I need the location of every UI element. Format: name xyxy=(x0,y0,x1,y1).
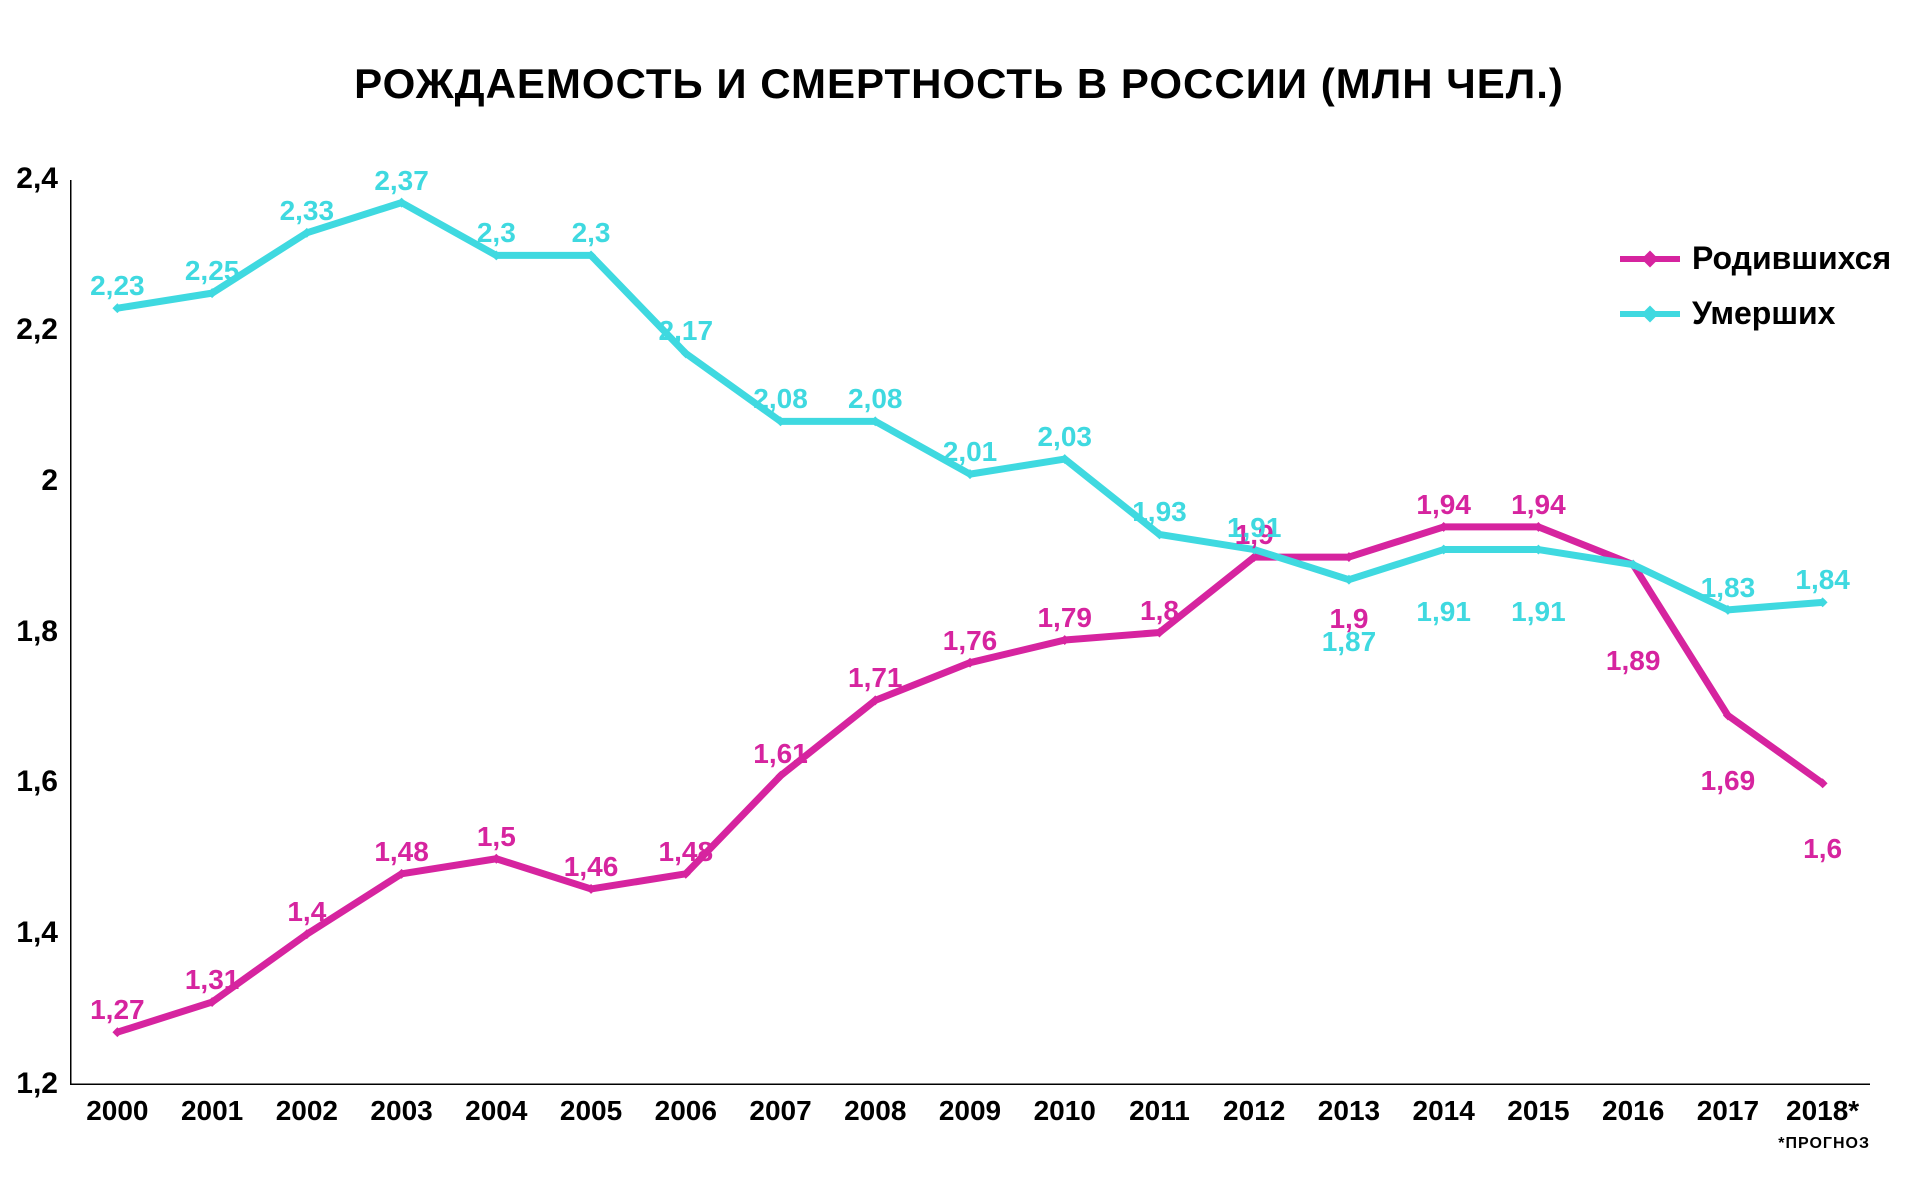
x-tick-label: 2016 xyxy=(1586,1095,1681,1127)
data-label: 1,46 xyxy=(564,851,619,883)
x-tick-label: 2015 xyxy=(1491,1095,1586,1127)
x-tick-label: 2004 xyxy=(449,1095,544,1127)
y-tick-label: 1,6 xyxy=(0,765,58,799)
chart-container: РОЖДАЕМОСТЬ И СМЕРТНОСТЬ В РОССИИ (МЛН Ч… xyxy=(0,0,1918,1200)
data-label: 1,9 xyxy=(1329,603,1368,635)
x-tick-label: 2001 xyxy=(165,1095,260,1127)
legend-row: Родившихся xyxy=(1620,240,1891,277)
x-tick-label: 2011 xyxy=(1112,1095,1207,1127)
x-tick-label: 2013 xyxy=(1302,1095,1397,1127)
y-tick-label: 2,4 xyxy=(0,162,58,196)
series-line xyxy=(117,203,1822,610)
data-label: 1,69 xyxy=(1701,765,1756,797)
y-tick-label: 2,2 xyxy=(0,313,58,347)
x-tick-label: 2006 xyxy=(638,1095,733,1127)
data-label: 1,5 xyxy=(477,821,516,853)
data-label: 1,84 xyxy=(1795,564,1850,596)
data-label: 1,71 xyxy=(848,662,903,694)
data-label: 2,37 xyxy=(374,165,429,197)
data-label: 1,48 xyxy=(659,836,714,868)
chart-title: РОЖДАЕМОСТЬ И СМЕРТНОСТЬ В РОССИИ (МЛН Ч… xyxy=(0,60,1918,108)
legend: Родившихся Умерших xyxy=(1620,240,1891,350)
data-label: 1,91 xyxy=(1511,596,1566,628)
data-label: 1,61 xyxy=(753,738,808,770)
data-label: 1,4 xyxy=(287,896,326,928)
data-label: 1,83 xyxy=(1701,572,1756,604)
x-tick-label: 2007 xyxy=(733,1095,828,1127)
data-label: 2,08 xyxy=(848,383,903,415)
x-tick-label: 2005 xyxy=(544,1095,639,1127)
data-label: 2,25 xyxy=(185,255,240,287)
data-label: 1,79 xyxy=(1037,602,1092,634)
data-label: 2,3 xyxy=(477,217,516,249)
x-tick-label: 2014 xyxy=(1396,1095,1491,1127)
data-label: 1,94 xyxy=(1511,489,1566,521)
y-tick-label: 1,2 xyxy=(0,1067,58,1101)
data-label: 1,91 xyxy=(1416,596,1471,628)
data-label: 2,01 xyxy=(943,436,998,468)
data-label: 2,08 xyxy=(753,383,808,415)
footnote: *ПРОГНОЗ xyxy=(1778,1135,1870,1153)
data-label: 1,76 xyxy=(943,625,998,657)
data-label: 2,23 xyxy=(90,270,145,302)
data-label: 1,31 xyxy=(185,964,240,996)
x-tick-label: 2009 xyxy=(923,1095,1018,1127)
data-label: 1,93 xyxy=(1132,496,1187,528)
data-label: 2,03 xyxy=(1037,421,1092,453)
legend-row: Умерших xyxy=(1620,295,1891,332)
data-label: 1,8 xyxy=(1140,595,1179,627)
y-tick-label: 1,4 xyxy=(0,916,58,950)
x-tick-label: 2010 xyxy=(1017,1095,1112,1127)
x-tick-label: 2017 xyxy=(1681,1095,1776,1127)
series-line xyxy=(117,527,1822,1032)
x-tick-label: 2003 xyxy=(354,1095,449,1127)
x-tick-label: 2000 xyxy=(70,1095,165,1127)
legend-swatch xyxy=(1620,311,1680,317)
data-label: 1,94 xyxy=(1416,489,1471,521)
data-label: 1,89 xyxy=(1606,645,1661,677)
data-label: 2,3 xyxy=(572,217,611,249)
data-label: 1,91 xyxy=(1227,512,1282,544)
x-tick-label: 2008 xyxy=(828,1095,923,1127)
data-label: 1,27 xyxy=(90,994,145,1026)
legend-swatch xyxy=(1620,256,1680,262)
legend-label: Родившихся xyxy=(1692,240,1891,277)
data-label: 2,17 xyxy=(659,315,714,347)
data-label: 1,6 xyxy=(1803,833,1842,865)
y-tick-label: 2 xyxy=(0,464,58,498)
x-tick-label: 2018* xyxy=(1775,1095,1870,1127)
data-label: 1,48 xyxy=(374,836,429,868)
legend-label: Умерших xyxy=(1692,295,1835,332)
x-tick-label: 2012 xyxy=(1207,1095,1302,1127)
y-tick-label: 1,8 xyxy=(0,615,58,649)
data-label: 2,33 xyxy=(280,195,335,227)
x-tick-label: 2002 xyxy=(259,1095,354,1127)
